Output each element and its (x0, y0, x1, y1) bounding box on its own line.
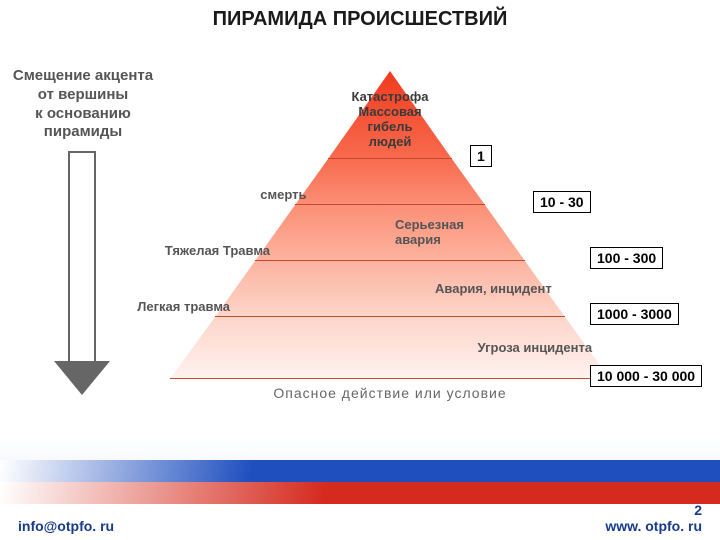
level-label-left: Легкая травма (105, 299, 230, 314)
level-count: 10 000 - 30 000 (590, 365, 702, 387)
arrow-shaft (68, 151, 96, 361)
level-count: 10 - 30 (533, 191, 591, 213)
footer-page-number: 2 (605, 502, 702, 518)
level-count: 100 - 300 (590, 247, 663, 269)
down-arrow (54, 151, 110, 395)
level-count: 1000 - 3000 (590, 303, 679, 325)
flag-red-stripe (0, 482, 720, 504)
footer-site: www. otpfo. ru (605, 518, 702, 534)
arrow-head-icon (54, 361, 110, 395)
level-label-left: смерть (182, 187, 307, 202)
level-label-left: Тяжелая Травма (145, 243, 270, 258)
flag-white-stripe (0, 438, 720, 460)
level-divider (295, 204, 485, 205)
flag-blue-stripe (0, 460, 720, 482)
side-caption-line: к основанию (8, 105, 158, 124)
level-divider (215, 316, 565, 317)
side-caption: Смещение акцента от вершины к основанию … (8, 67, 158, 142)
level-label-right: Серьезнаяавария (395, 217, 555, 247)
level-label-right: Угроза инцидента (478, 340, 638, 355)
level-divider (255, 260, 525, 261)
level-divider (170, 378, 610, 379)
footer-right: 2 www. otpfo. ru (605, 502, 702, 534)
side-caption-line: от вершины (8, 86, 158, 105)
pyramid-base-label: Опасное действие или условие (170, 385, 610, 401)
level-label-right: Авария, инцидент (435, 281, 595, 296)
diagram-area: Смещение акцента от вершины к основанию … (0, 31, 720, 491)
footer-email: info@otpfo. ru (18, 518, 114, 534)
side-caption-line: Смещение акцента (8, 67, 158, 86)
side-caption-line: пирамиды (8, 123, 158, 142)
footer: info@otpfo. ru 2 www. otpfo. ru (0, 504, 720, 540)
level-label-right: КатастрофаМассовая гибельлюдей (335, 89, 445, 149)
pyramid-level (295, 159, 485, 205)
level-count: 1 (470, 145, 492, 167)
page-title: ПИРАМИДА ПРОИСШЕСТВИЙ (0, 0, 720, 31)
level-divider (328, 158, 452, 159)
